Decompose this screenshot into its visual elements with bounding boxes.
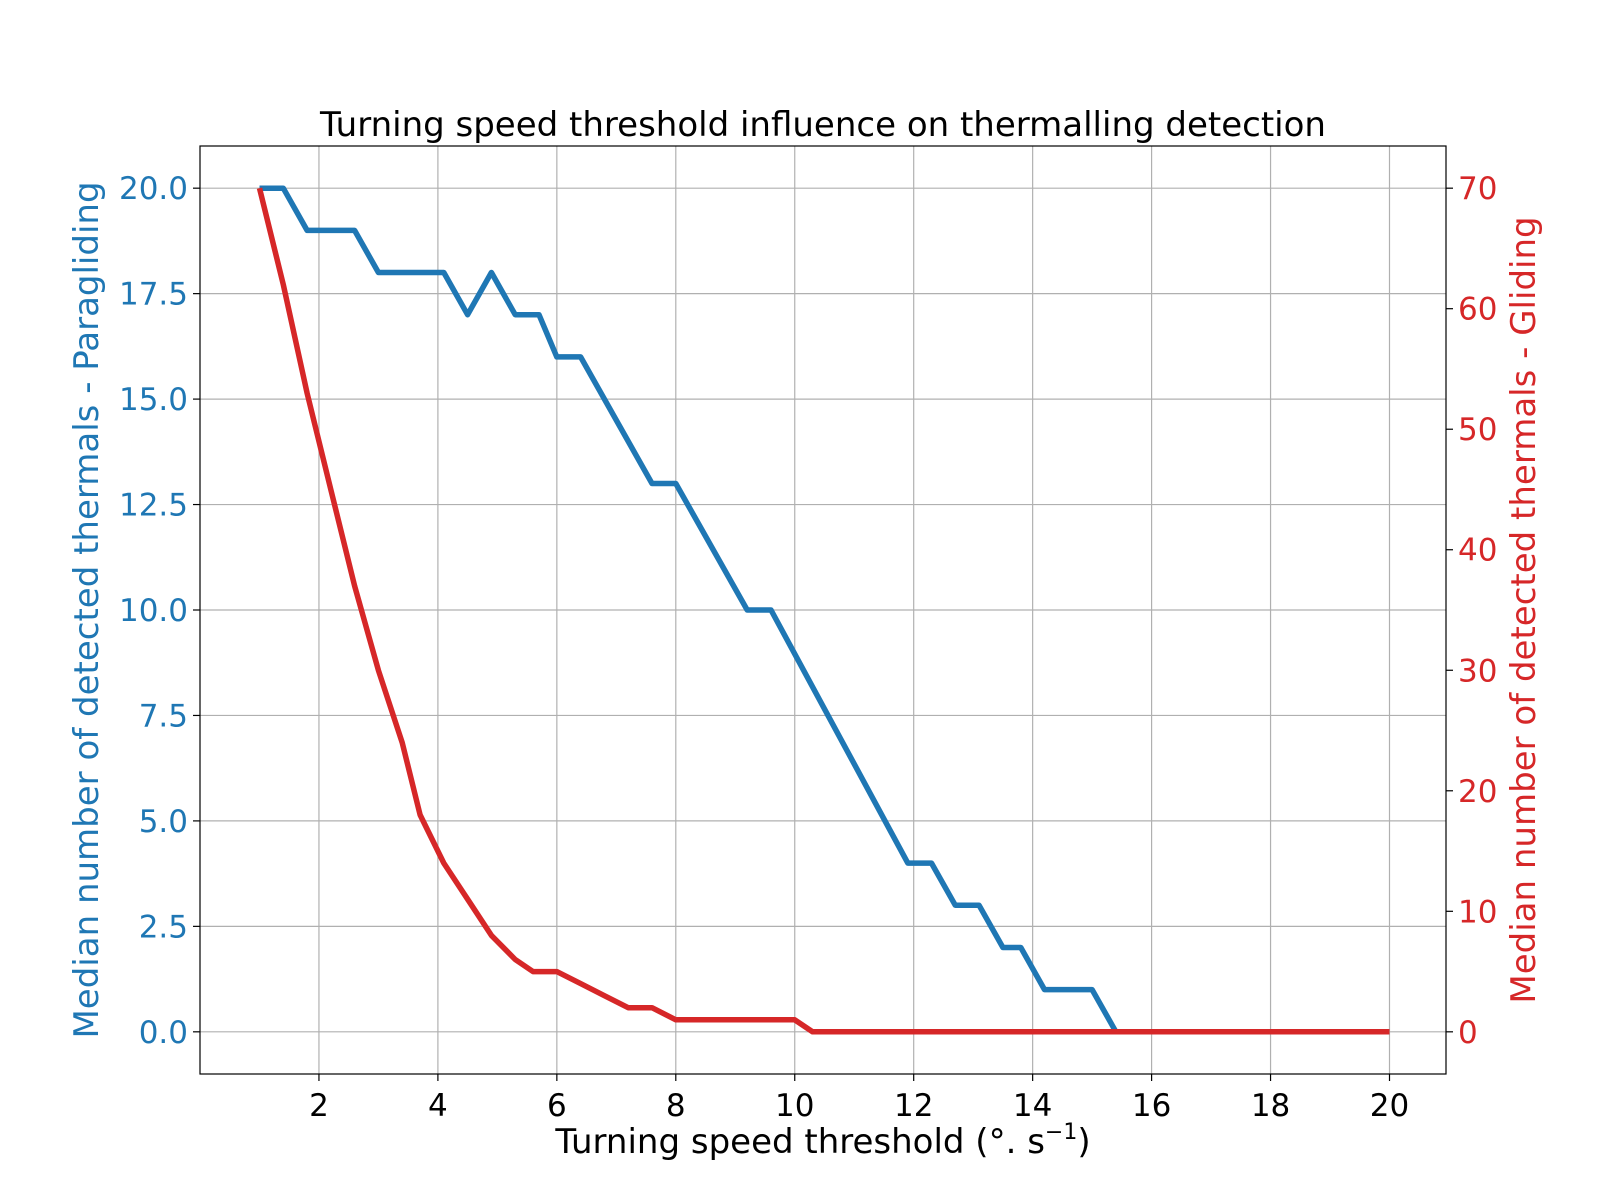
y-right-tick-label: 70 [1458,171,1497,207]
y-right-tick-label: 30 [1458,653,1497,689]
x-axis-label-suffix: ) [1077,1122,1090,1162]
x-tick-label: 6 [547,1088,567,1124]
series-line-paragliding [259,185,1390,1035]
y-right-tick-label: 0 [1458,1015,1478,1051]
x-tick-label: 10 [775,1088,814,1124]
x-tick-label: 4 [428,1088,448,1124]
y-right-tick-label: 40 [1458,533,1497,569]
tick-marks [193,187,1453,1081]
y-left-tick-label: 20.0 [119,171,188,207]
y-left-tick-label: 10.0 [119,593,188,629]
x-tick-label: 12 [894,1088,933,1124]
x-tick-label: 16 [1132,1088,1171,1124]
y-left-tick-label: 15.0 [119,382,188,418]
y-left-tick-label: 5.0 [139,804,188,840]
y-left-tick-label: 7.5 [139,698,188,734]
x-axis-label: Turning speed threshold (°. s−1) [554,1120,1090,1162]
y-left-tick-label: 0.0 [139,1015,188,1051]
x-axis-label-exponent: −1 [1045,1120,1077,1145]
y-right-tick-label: 50 [1458,412,1497,448]
y-left-axis-label: Median number of detected thermals - Par… [67,181,107,1038]
x-tick-label: 2 [309,1088,329,1124]
y-left-tick-label: 2.5 [139,909,188,945]
y-right-tick-label: 10 [1458,894,1497,930]
grid-lines [200,146,1446,1074]
series-line-gliding [256,187,1390,1035]
y-right-tick-label: 60 [1458,292,1497,328]
series-lines [256,185,1390,1035]
y-right-axis-label: Median number of detected thermals - Gli… [1504,216,1544,1003]
y-left-tick-label: 12.5 [119,488,188,524]
y-right-tick-label: 20 [1458,774,1497,810]
x-tick-label: 14 [1013,1088,1052,1124]
x-tick-label: 18 [1251,1088,1290,1124]
x-tick-label: 20 [1370,1088,1409,1124]
y-left-tick-label: 17.5 [119,277,188,313]
chart-title: Turning speed threshold influence on the… [319,105,1326,145]
x-tick-label: 8 [666,1088,686,1124]
